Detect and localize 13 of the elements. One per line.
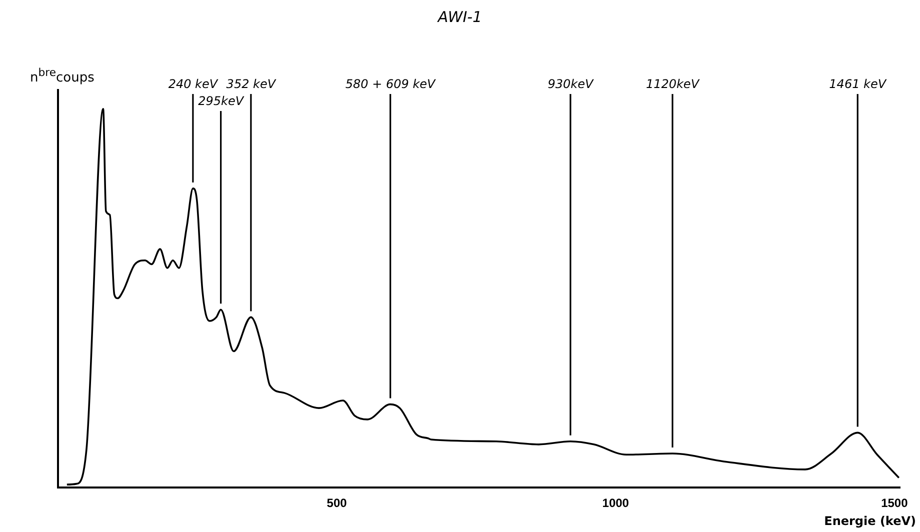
x-tick-label: 1500 — [881, 496, 908, 510]
x-tick-label: 1000 — [602, 496, 630, 510]
x-tick-label: 500 — [326, 496, 348, 510]
annotation: 295keV — [198, 94, 244, 108]
annotation: 930keV — [548, 77, 594, 91]
x-axis-title: Energie (keV) — [824, 514, 916, 528]
annotation: 1120keV — [646, 77, 700, 91]
annotation: 240 keV — [168, 77, 218, 91]
y-axis-title: n$^{bre}$coups — [30, 66, 94, 86]
annotation: 580 + 609 keV — [345, 77, 436, 91]
chart-title: AWI-1 — [436, 8, 484, 26]
annotation: 352 keV — [226, 77, 276, 91]
annotation: 1461 keV — [829, 77, 887, 91]
